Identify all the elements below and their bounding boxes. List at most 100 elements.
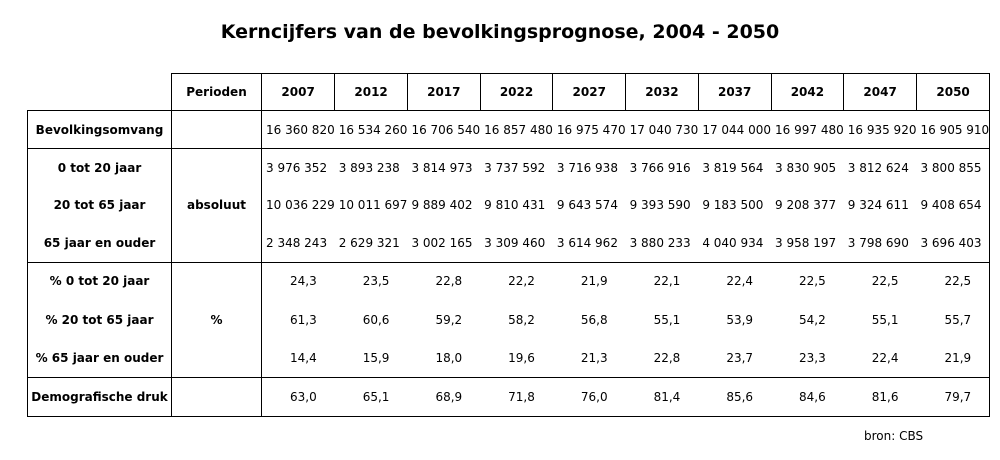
row-label: 0 tot 20 jaar	[27, 148, 172, 186]
table-cell: 19,6	[480, 339, 553, 378]
row-label: Bevolkingsomvang	[27, 110, 172, 149]
table-cell: 16 935 920	[843, 110, 917, 149]
table-cell: 54,2	[799, 312, 826, 327]
page-title: Kerncijfers van de bevolkingsprognose, 2…	[220, 21, 780, 43]
table-cell: 16 534 260	[334, 110, 408, 149]
table-cell: 60,6	[362, 312, 390, 327]
row-label: % 0 tot 20 jaar	[27, 261, 172, 300]
table-cell: 2 629 321	[334, 224, 408, 263]
table-cell: 3 696 403	[916, 224, 991, 263]
table-cell: 16 975 470	[552, 110, 626, 149]
unit-cell: absoluut	[171, 148, 262, 262]
table-cell: 3 800 855	[916, 148, 991, 186]
table-cell: 22,8	[407, 261, 481, 300]
table-cell: 16 905 910	[916, 110, 991, 149]
table-cell: 55,7	[916, 300, 991, 339]
header-year: 2022	[479, 73, 554, 111]
table-cell: 56,8	[580, 312, 608, 327]
table-cell: 3 002 165	[407, 224, 481, 263]
table-cell: 3 614 962	[552, 224, 626, 263]
table-cell: 21,9	[552, 261, 626, 300]
table-cell: 68,9	[407, 376, 481, 417]
table-cell: 21,9	[916, 339, 991, 378]
table-cell: 16 706 540	[407, 110, 481, 149]
table-row: % 20 tot 65 jaar 61,3 60,6 59,2 58,2 56,8 55,1…	[27, 300, 991, 339]
source-note: bron: CBS	[864, 429, 924, 443]
table-cell: 3 814 973	[407, 148, 481, 186]
header-year: 2032	[625, 73, 699, 111]
table-cell: 3 812 624	[843, 148, 917, 186]
table-row: Bevolkingsomvang 16 360 820 16 534 260 16 7…	[27, 110, 991, 149]
table-row: 0 tot 20 jaar absoluut 3 976 352 3 893 238 3…	[27, 148, 991, 262]
table-cell: 23,3	[771, 339, 844, 378]
table-cell: 9 393 590	[629, 198, 691, 212]
population-table: Perioden 2007 2012 2017 2022 2027 2032 2…	[27, 73, 991, 417]
table-cell: 9 208 377	[775, 198, 837, 212]
table-cell: 18,0	[407, 339, 481, 378]
unit-cell: %	[171, 261, 262, 377]
table-cell: 10 011 697	[338, 198, 408, 212]
table-cell: 3 309 460	[480, 224, 553, 263]
unit-cell	[171, 376, 262, 417]
table-cell: 3 880 233	[625, 224, 699, 263]
table-cell: 63,0	[260, 376, 335, 417]
table-cell: 58,2	[508, 312, 535, 327]
table-cell: 3 737 592	[480, 148, 553, 186]
row-label: % 65 jaar en ouder	[27, 339, 172, 378]
table-cell: 22,1	[625, 261, 699, 300]
table-cell: 9 643 574	[556, 198, 618, 212]
table-cell: 81,4	[625, 376, 699, 417]
table-cell: 22,5	[771, 261, 844, 300]
header-year: 2047	[843, 73, 917, 111]
table-cell: 3 958 197	[771, 224, 844, 263]
table-cell: 55,1	[871, 312, 899, 327]
table-cell: 3 798 690	[843, 224, 917, 263]
table-cell: 3 766 916	[625, 148, 699, 186]
table-cell: 22,4	[843, 339, 917, 378]
table-cell: 55,1	[653, 312, 681, 327]
table-cell: 22,5	[916, 261, 991, 300]
table-cell: 3 830 905	[771, 148, 844, 186]
table-cell: 23,7	[698, 339, 772, 378]
table-cell: 22,8	[625, 339, 699, 378]
table-cell: 16 360 820	[260, 110, 335, 149]
table-cell: 3 976 352	[260, 148, 335, 186]
table-cell: 9 408 654	[916, 186, 991, 224]
header-corner	[28, 74, 172, 111]
table-cell: 10 036 229	[260, 186, 335, 224]
table-cell: 59,2	[435, 312, 463, 327]
header-year: 2037	[697, 73, 772, 111]
table-cell: 16 997 480	[771, 110, 844, 149]
row-label: Demografische druk	[27, 376, 172, 417]
table-cell: 71,8	[480, 376, 553, 417]
row-label: 65 jaar en ouder	[27, 224, 172, 263]
row-label: 20 tot 65 jaar	[27, 186, 172, 224]
table-cell: 81,6	[843, 376, 917, 417]
table-cell: 85,6	[698, 376, 772, 417]
table-cell: 9 183 500	[702, 198, 764, 212]
header-year: 2017	[406, 73, 481, 111]
table-cell: 17 044 000	[698, 110, 772, 149]
table-cell: 9 324 611	[847, 198, 909, 212]
table-cell: 84,6	[771, 376, 844, 417]
header-row: Perioden 2007 2012 2017 2022 2027 2032 2…	[28, 73, 991, 111]
table-row: Demografische druk 63,0 65,1 68,9 71,8 76,0 81…	[27, 376, 991, 417]
table-cell: 3 716 938	[552, 148, 626, 186]
header-year: 2042	[770, 73, 845, 111]
table-cell: 17 040 730	[625, 110, 699, 149]
table-cell: 22,5	[843, 261, 917, 300]
table-cell: 61,3	[260, 300, 335, 339]
header-year: 2050	[915, 73, 991, 111]
table-cell: 3 893 238	[334, 148, 408, 186]
table-cell: 24,3	[260, 261, 335, 300]
table-cell: 15,9	[334, 339, 408, 378]
table-cell: 53,9	[726, 312, 754, 327]
header-year: 2027	[552, 73, 627, 111]
table-cell: 2 348 243	[260, 224, 335, 263]
header-year: 2007	[260, 73, 336, 111]
table-cell: 22,2	[480, 261, 553, 300]
table-cell: 79,7	[916, 376, 991, 417]
row-label: % 20 tot 65 jaar	[27, 300, 172, 339]
table-cell: 14,4	[260, 339, 335, 378]
header-year: 2012	[334, 73, 408, 111]
